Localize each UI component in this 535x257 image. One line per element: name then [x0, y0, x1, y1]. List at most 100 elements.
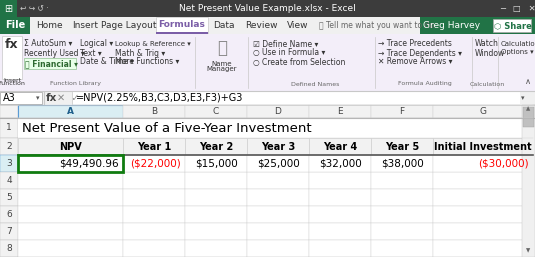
- Bar: [185, 155, 247, 172]
- Bar: [123, 223, 185, 240]
- Bar: [185, 172, 247, 189]
- Bar: [185, 206, 247, 223]
- Text: $25,000: $25,000: [257, 159, 300, 169]
- Text: ○ Create from Selection: ○ Create from Selection: [253, 58, 346, 67]
- Bar: [433, 172, 533, 189]
- Bar: [0, 105, 535, 257]
- Text: ↩ ↪ ↺ ·: ↩ ↪ ↺ ·: [20, 4, 49, 13]
- Bar: [433, 138, 533, 155]
- Bar: [247, 138, 309, 155]
- Text: Options ▾: Options ▾: [501, 49, 533, 55]
- Text: ☑ Define Name ▾: ☑ Define Name ▾: [253, 40, 318, 49]
- Bar: [533, 155, 535, 172]
- Bar: [433, 240, 533, 257]
- Text: Manager: Manager: [207, 67, 237, 72]
- Bar: [309, 240, 371, 257]
- Text: fx: fx: [5, 38, 19, 50]
- Text: ○ Use in Formula ▾: ○ Use in Formula ▾: [253, 49, 325, 58]
- Text: File: File: [5, 21, 25, 31]
- Bar: [371, 118, 433, 138]
- Bar: [433, 155, 533, 172]
- Bar: [185, 223, 247, 240]
- Bar: [523, 107, 534, 127]
- Bar: [533, 105, 535, 118]
- Text: Formula Auditing: Formula Auditing: [398, 81, 452, 87]
- Text: B: B: [151, 107, 157, 116]
- Bar: [18, 240, 123, 257]
- Text: 8: 8: [6, 244, 12, 253]
- Text: ▾: ▾: [36, 95, 40, 101]
- Text: 4: 4: [6, 176, 12, 185]
- Bar: [522, 105, 535, 257]
- Bar: [309, 138, 371, 155]
- Text: Lookup & Reference ▾: Lookup & Reference ▾: [115, 41, 191, 47]
- Bar: [18, 223, 123, 240]
- Bar: [371, 240, 433, 257]
- Bar: [533, 172, 535, 189]
- Bar: [309, 138, 371, 155]
- Text: Review: Review: [244, 21, 277, 30]
- Text: Logical ▾: Logical ▾: [80, 40, 113, 49]
- Text: ▼: ▼: [526, 249, 531, 253]
- Text: 🔍 Tell me what you want to do...: 🔍 Tell me what you want to do...: [319, 21, 441, 30]
- Text: Year 4: Year 4: [323, 142, 357, 151]
- Bar: [0, 206, 18, 223]
- Bar: [247, 155, 309, 172]
- Text: Watch: Watch: [475, 40, 499, 49]
- Bar: [371, 172, 433, 189]
- Text: Math & Trig ▾: Math & Trig ▾: [115, 49, 165, 58]
- Text: $32,000: $32,000: [319, 159, 361, 169]
- Bar: [185, 105, 247, 118]
- Text: E: E: [337, 107, 343, 116]
- Text: 1: 1: [6, 124, 12, 133]
- Bar: [156, 32, 208, 34]
- Bar: [18, 138, 123, 155]
- Bar: [0, 172, 18, 189]
- Bar: [0, 240, 18, 257]
- Text: 🟩 Financial ▾: 🟩 Financial ▾: [25, 60, 78, 69]
- Bar: [18, 118, 123, 138]
- Text: ▲: ▲: [526, 106, 531, 112]
- Bar: [309, 189, 371, 206]
- Text: Function: Function: [0, 81, 26, 86]
- Bar: [156, 17, 208, 34]
- Bar: [433, 223, 533, 240]
- Text: ─   □   ✕: ─ □ ✕: [500, 4, 535, 13]
- Bar: [0, 105, 18, 118]
- Text: 5: 5: [6, 193, 12, 202]
- Bar: [533, 105, 535, 118]
- Bar: [533, 189, 535, 206]
- Bar: [371, 189, 433, 206]
- Bar: [309, 118, 371, 138]
- Bar: [18, 155, 123, 172]
- Text: Year 1: Year 1: [137, 142, 171, 151]
- Bar: [185, 118, 247, 138]
- Bar: [247, 206, 309, 223]
- Bar: [371, 223, 433, 240]
- Bar: [309, 206, 371, 223]
- Bar: [2, 36, 22, 79]
- Text: Text ▾: Text ▾: [80, 49, 102, 58]
- Bar: [433, 189, 533, 206]
- Bar: [433, 206, 533, 223]
- Bar: [18, 118, 533, 138]
- Text: ⊞: ⊞: [4, 4, 12, 14]
- Bar: [0, 223, 18, 240]
- Bar: [0, 0, 17, 17]
- Bar: [433, 155, 533, 172]
- Bar: [18, 172, 123, 189]
- Bar: [0, 138, 18, 155]
- Bar: [0, 0, 535, 17]
- Text: ✕ Remove Arrows ▾: ✕ Remove Arrows ▾: [378, 58, 453, 67]
- Bar: [371, 105, 433, 118]
- Text: 7: 7: [6, 227, 12, 236]
- Text: Calculation: Calculation: [469, 81, 505, 87]
- Bar: [247, 105, 309, 118]
- Text: $15,000: $15,000: [195, 159, 238, 169]
- Text: Initial Investment: Initial Investment: [434, 142, 532, 151]
- Bar: [309, 155, 371, 172]
- Bar: [18, 189, 123, 206]
- Text: Window: Window: [475, 49, 505, 58]
- Bar: [371, 206, 433, 223]
- Bar: [123, 172, 185, 189]
